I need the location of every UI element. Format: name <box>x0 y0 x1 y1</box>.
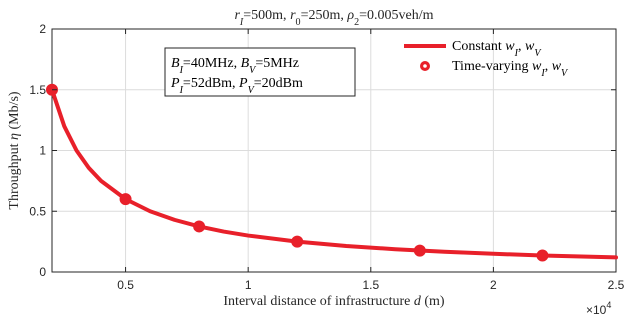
text-part: B <box>171 56 180 71</box>
text-part: η <box>7 133 22 140</box>
data-point-time-varying <box>119 193 132 206</box>
text-part: V <box>249 65 257 76</box>
text-part: =5MHz <box>255 56 299 71</box>
text-part: (Mb/s) <box>7 91 22 133</box>
text-part: d <box>414 294 422 309</box>
data-point-time-varying <box>413 244 426 257</box>
y-tick-label: 0.5 <box>29 204 46 218</box>
x-tick-label: 2.5 <box>608 278 624 292</box>
data-point-time-varying <box>291 235 304 248</box>
text-part: I <box>179 85 184 96</box>
text-part: w <box>505 39 515 54</box>
y-tick-label: 0 <box>39 265 46 279</box>
annotation-line: PI=52dBm, PV=20dBm <box>170 76 303 96</box>
text-part: =52dBm, <box>183 76 239 91</box>
text-part: I <box>514 48 519 59</box>
text-part: P <box>238 76 248 91</box>
text-part: Throughput <box>7 140 22 210</box>
text-part: Constant <box>452 39 505 54</box>
legend-label: Constant wI, wV <box>452 39 542 59</box>
text-part: , <box>545 59 552 74</box>
legend-label: Time-varying wI, wV <box>452 59 569 79</box>
series-layer <box>46 83 618 262</box>
text-part: V <box>248 85 256 96</box>
text-part: I <box>179 65 184 76</box>
text-part: , <box>518 39 525 54</box>
text-part: w <box>525 39 535 54</box>
x-multiplier: ×104 <box>586 300 611 317</box>
text-part: V <box>561 68 569 79</box>
text-part: V <box>534 48 542 59</box>
x-tick-label: 1.5 <box>362 278 379 292</box>
text-part: Time-varying <box>452 59 532 74</box>
text-part: =20dBm <box>254 76 303 91</box>
text-part: =250m, <box>301 8 348 23</box>
y-tick-label: 2 <box>39 22 46 36</box>
text-part: ρ <box>346 8 354 23</box>
text-part: Interval distance of infrastructure <box>223 294 413 309</box>
text-part: P <box>170 76 180 91</box>
text-part: w <box>532 59 542 74</box>
text-part: =0.005veh/m <box>359 8 433 23</box>
y-tick-label: 1 <box>39 144 46 158</box>
text-part: 2 <box>354 17 359 28</box>
y-tick-label: 1.5 <box>29 83 46 97</box>
text-part: w <box>552 59 562 74</box>
text-part: I <box>239 17 244 28</box>
text-part: (m) <box>421 294 445 309</box>
axes: 0.5 1 1.5 2 2.5 0 0.5 1 1.5 2 ×104 <box>29 22 624 317</box>
text-part: =40MHz, <box>183 56 241 71</box>
x-tick-label: 0.5 <box>117 278 134 292</box>
x-axis-label: Interval distance of infrastructure d (m… <box>223 294 445 309</box>
data-point-time-varying <box>536 249 549 262</box>
y-axis-label: Throughput η (Mb/s) <box>7 91 22 210</box>
text-part: r <box>290 8 296 23</box>
chart-title: rI=500m, r0=250m, ρ2=0.005veh/m <box>234 8 433 28</box>
text-part: B <box>241 56 250 71</box>
text-part: r <box>234 8 240 23</box>
x-tick-label: 2 <box>490 278 497 292</box>
data-point-time-varying <box>193 220 206 233</box>
series-line-constant <box>50 87 618 260</box>
text-part: =500m, <box>243 8 290 23</box>
annotation-box <box>164 47 356 97</box>
legend-marker-center <box>423 64 427 68</box>
annotation-line: BI=40MHz, BV=5MHz <box>171 56 299 76</box>
text-part: I <box>540 68 545 79</box>
axis-labels: rI=500m, r0=250m, ρ2=0.005veh/mInterval … <box>7 8 445 309</box>
text-part: 0 <box>296 17 301 28</box>
x-tick-label: 1 <box>245 278 252 292</box>
